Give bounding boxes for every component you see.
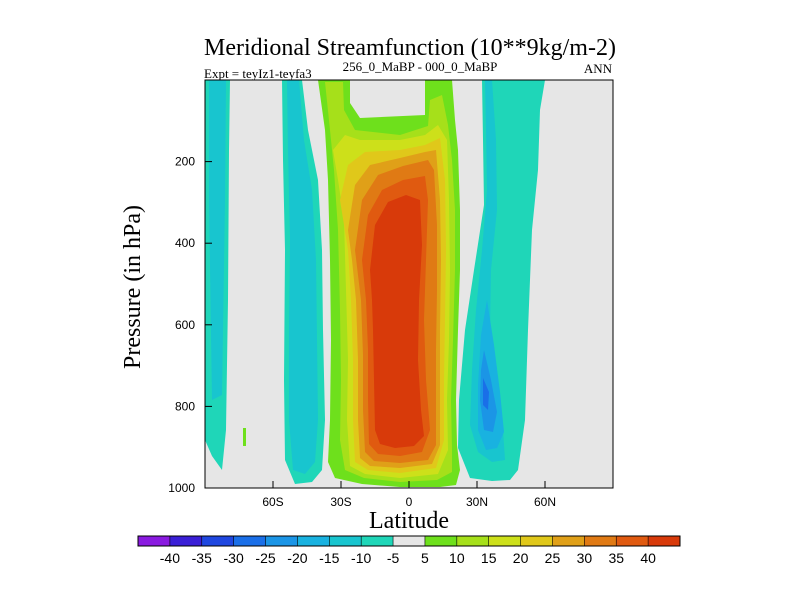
- x-tick-label: 30N: [466, 495, 488, 509]
- colorbar-label: -5: [387, 550, 400, 566]
- y-axis-label: Pressure (in hPa): [120, 205, 146, 369]
- colorbar-swatch: [329, 536, 362, 546]
- colorbar-label: 30: [577, 550, 593, 566]
- colorbar-swatch: [393, 536, 426, 546]
- y-tick-label: 400: [175, 236, 195, 250]
- colorbar-swatch: [201, 536, 234, 546]
- colorbar: -40 -35 -30 -25 -20 -15 -10 -5 5 10 15 20 25 30 35 40: [137, 535, 681, 566]
- colorbar-swatch: [297, 536, 330, 546]
- colorbar-swatch: [520, 536, 553, 546]
- subtitle-right: ANN: [584, 61, 613, 76]
- colorbar-label: -35: [192, 550, 212, 566]
- colorbar-swatch: [552, 536, 585, 546]
- y-tick-label: 600: [175, 318, 195, 332]
- colorbar-swatch: [233, 536, 266, 546]
- colorbar-swatch: [265, 536, 298, 546]
- colorbar-swatch: [169, 536, 203, 546]
- y-tick-label: 200: [175, 155, 195, 169]
- x-tick-label: 60S: [262, 495, 283, 509]
- colorbar-swatch: [584, 536, 617, 546]
- colorbar-swatch: [361, 536, 394, 546]
- colorbar-label: -40: [160, 550, 180, 566]
- colorbar-label: 5: [421, 550, 429, 566]
- contour-north-minus10: [470, 80, 505, 462]
- x-tick-label: 60N: [534, 495, 556, 509]
- colorbar-label: 35: [608, 550, 624, 566]
- y-tick-label: 1000: [168, 481, 195, 495]
- contour-field: [205, 80, 545, 487]
- colorbar-label: -30: [224, 550, 244, 566]
- x-axis: 60S 30S 0 30N 60N: [262, 481, 556, 509]
- contour-south-polar-minus10: [209, 80, 226, 400]
- colorbar-label: -10: [351, 550, 371, 566]
- contour-south-minus10: [287, 80, 318, 474]
- colorbar-label: -20: [287, 550, 307, 566]
- x-tick-label: 30S: [330, 495, 351, 509]
- colorbar-label: 15: [481, 550, 497, 566]
- colorbar-label: 10: [449, 550, 465, 566]
- colorbar-frame: [137, 535, 681, 547]
- contour-north-minus25: [483, 378, 489, 410]
- colorbar-swatch: [648, 536, 681, 546]
- chart-title: Meridional Streamfunction (10**9kg/m-2): [204, 35, 616, 61]
- colorbar-label: 40: [640, 550, 656, 566]
- colorbar-label: 20: [513, 550, 529, 566]
- colorbar-swatch: [488, 536, 521, 546]
- contour-spot: [243, 428, 246, 446]
- y-tick-label: 800: [175, 399, 195, 413]
- colorbar-swatch: [616, 536, 649, 546]
- contour-central-40: [370, 195, 424, 448]
- subtitle-left: Expt = teyIz1-teyfa3: [204, 66, 312, 81]
- colorbar-swatch: [424, 536, 458, 546]
- colorbar-label: -25: [255, 550, 275, 566]
- x-axis-label: Latitude: [369, 508, 449, 534]
- y-axis: 200 400 600 800 1000: [168, 155, 212, 495]
- colorbar-swatch: [456, 536, 490, 546]
- x-tick-label: 0: [406, 495, 413, 509]
- colorbar-swatch: [138, 536, 171, 546]
- colorbar-label: -15: [319, 550, 339, 566]
- colorbar-label: 25: [545, 550, 561, 566]
- subtitle-center: 256_0_MaBP - 000_0_MaBP: [343, 59, 498, 74]
